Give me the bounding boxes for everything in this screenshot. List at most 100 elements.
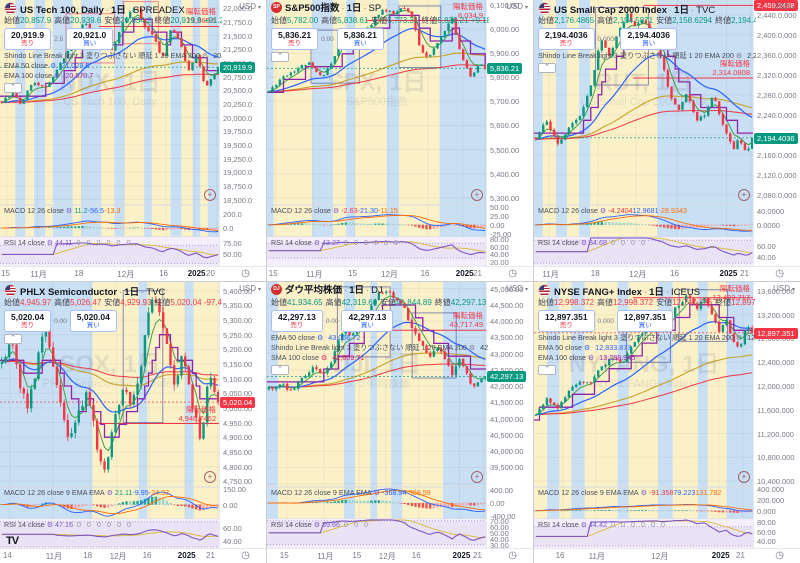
indicator-name[interactable]: EMA 100 close — [4, 71, 52, 80]
price-axis[interactable]: 45,000.00 44,500.00 44,000.00 43,500.00 43,0… — [486, 282, 533, 550]
price-axis[interactable]: 5,400.00 5,350.00 5,300.00 5,250.00 5,200.00… — [219, 282, 266, 549]
sell-button[interactable]: 2,194.4036 売り — [538, 28, 595, 50]
time-axis[interactable]: 15 11月 18 12月 16 2025 20 — [0, 266, 266, 281]
macd-name[interactable]: MACD 12 26 close — [538, 206, 598, 215]
time-axis[interactable]: 15 11月 15 12月 16 2025 21 — [267, 548, 533, 563]
pane-marker-icon[interactable]: + — [204, 471, 216, 483]
currency-selector[interactable]: USD ▾ — [773, 2, 795, 11]
price-scale-label: 12,800.000 — [757, 334, 795, 344]
legend-collapse-button[interactable]: ⌃ — [271, 365, 289, 375]
ohlc-row: 始値4,945.97 高値5,026.47 安値4,929.93 終値5,020.04… — [4, 297, 222, 308]
currency-selector[interactable]: USD ▾ — [239, 2, 261, 11]
sell-button[interactable]: 20,919.9 売り — [4, 28, 52, 50]
macd-name[interactable]: MACD 12 26 close — [271, 206, 331, 215]
indicator-name[interactable]: SMA 100 close — [271, 353, 319, 362]
price-axis[interactable]: 22,000.021,750.021,500.021,250.021,000.0… — [219, 0, 266, 267]
chart-canvas[interactable] — [534, 282, 754, 549]
clock-icon[interactable]: ◷ — [241, 550, 250, 561]
macd-legend: MACD 12 26 close ⚙ -4.240412.9681-28.9343 — [538, 206, 687, 215]
separator-dot: · — [344, 285, 348, 296]
symbol-title[interactable]: NYSE FANG+ Index — [554, 287, 642, 297]
indicator-name[interactable]: EMA 50 close — [4, 61, 48, 70]
buy-button[interactable]: 12,897.351 買い — [616, 310, 674, 332]
legend-collapse-button[interactable]: ⌃ — [271, 52, 289, 62]
macd-name[interactable]: MACD 12 26 close — [4, 206, 64, 215]
interval-button[interactable]: 1日 — [674, 5, 689, 15]
legend-collapse-button[interactable]: ⌃ — [538, 365, 556, 375]
legend: US Tech 100, Daily · 1日 · SPREADEX 始値20,857.… — [4, 2, 222, 93]
rsi-name[interactable]: RSI 14 close — [271, 520, 312, 529]
interval-button[interactable]: 1日 — [649, 287, 664, 297]
buy-button[interactable]: 2,194.4036 買い — [620, 28, 677, 50]
macd-name[interactable]: MACD 12 26 close 9 EMA EMA — [271, 488, 372, 497]
macd-scale-label: 400.00 — [490, 485, 513, 495]
sell-button[interactable]: 12,897.351 売り — [538, 310, 595, 332]
currency-selector[interactable]: USD ▾ — [506, 284, 528, 293]
macd-name[interactable]: MACD 12 26 close 9 EMA EMA — [4, 488, 105, 497]
time-axis[interactable]: 15 11月 15 12月 16 2025 21 — [267, 266, 533, 281]
interval-button[interactable]: 1日 — [124, 287, 140, 297]
pane-marker-icon[interactable]: + — [738, 189, 750, 201]
buy-button[interactable]: 5,020.04 買い — [69, 310, 117, 332]
ohlc-low-value: 4,929.93 — [120, 298, 152, 307]
ohlc-high-label: 高値 — [597, 298, 614, 307]
interval-button[interactable]: 1日 — [349, 285, 364, 296]
sell-button[interactable]: 5,836.21 売り — [271, 28, 319, 50]
tradingview-logo[interactable]: TV — [6, 535, 19, 547]
indicator-name[interactable]: Shindo Line Break light 3 塗りつぶさない 順延 1 2… — [271, 343, 467, 352]
buy-button[interactable]: 5,836.21 買い — [336, 28, 384, 50]
pane-marker-icon[interactable]: + — [471, 189, 483, 201]
buy-button[interactable]: 20,921.0 買い — [66, 28, 114, 50]
pane-marker-icon[interactable]: + — [738, 471, 750, 483]
symbol-title[interactable]: US Small Cap 2000 Index — [554, 5, 667, 15]
symbol-title[interactable]: PHLX Semiconductor — [20, 287, 118, 297]
price-scale-label: 21,500.0 — [223, 31, 253, 41]
indicator-name[interactable]: EMA 50 close — [538, 343, 582, 352]
indicator-name[interactable]: EMA 100 close — [538, 353, 586, 362]
currency-selector[interactable]: USD ▾ — [506, 2, 528, 11]
clock-icon[interactable]: ◷ — [775, 268, 784, 279]
time-axis-label: 2025 — [452, 551, 471, 560]
gear-icon: ⚙ — [599, 208, 607, 215]
legend-collapse-button[interactable]: ⌃ — [4, 334, 22, 344]
rsi-name[interactable]: RSI 14 close — [4, 520, 45, 529]
indicator-name[interactable]: Shindo Line Break light 3 塗りつぶさない 順延 1 2… — [538, 51, 734, 60]
pane-marker-icon[interactable]: + — [204, 189, 216, 201]
time-axis[interactable]: 14 11月 18 12月 16 2025 21 — [0, 548, 266, 563]
clock-icon[interactable]: ◷ — [775, 550, 784, 561]
price-scale-label: 43,500.00 — [490, 333, 524, 343]
clock-icon[interactable]: ◷ — [241, 268, 250, 279]
rsi-name[interactable]: RSI 14 close — [538, 238, 579, 247]
symbol-title[interactable]: ダウ平均株価 — [285, 285, 343, 296]
price-axis[interactable]: 2,440.0,000 2,400.0,000 2,360.0,000 2,320.0… — [753, 0, 800, 267]
symbol-title[interactable]: US Tech 100, Daily — [20, 5, 104, 15]
sell-button[interactable]: 5,020.04 売り — [4, 310, 52, 332]
currency-selector[interactable]: USD ▾ — [773, 284, 795, 293]
sell-button[interactable]: 42,297.13 売り — [271, 310, 323, 332]
order-buttons: 2,194.4036 売り 0.0000 2,194.4036 買い — [538, 28, 756, 50]
clock-icon[interactable]: ◷ — [508, 550, 517, 561]
time-axis[interactable]: 16 11月 12月 2025 21 — [534, 548, 800, 563]
interval-button[interactable]: 1日 — [110, 5, 126, 15]
legend-collapse-button[interactable]: ⌃ — [538, 63, 556, 73]
rsi-name[interactable]: RSI 14 close — [271, 238, 312, 247]
indicator-name[interactable]: Shindo Line Break light 3 塗りつぶさない 順延 1 2… — [538, 333, 734, 342]
clock-icon[interactable]: ◷ — [508, 268, 517, 279]
rsi-name[interactable]: RSI 14 close — [538, 520, 579, 529]
symbol-title[interactable]: S&P500指数 — [285, 3, 340, 14]
legend-collapse-button[interactable]: ⌃ — [4, 83, 22, 93]
interval-button[interactable]: 1日 — [346, 3, 362, 14]
ohlc-close-value: 5,020.04 — [170, 298, 202, 307]
macd-name[interactable]: MACD 12 26 close 9 EMA EMA — [538, 488, 639, 497]
time-axis[interactable]: 11月 18 12月 16 2025 21 — [534, 266, 800, 281]
buy-button[interactable]: 42,297.13 買い — [341, 310, 394, 332]
currency-selector[interactable]: USD ▾ — [239, 284, 261, 293]
price-axis[interactable]: 13,600.000 13,200.000 12,800.000 12,400.000… — [753, 282, 800, 549]
pane-marker-icon[interactable]: + — [471, 471, 483, 483]
indicator-name[interactable]: Shindo Line Break light 3 塗りつぶさない 順延 1 2… — [4, 51, 200, 60]
gear-icon: ⚙ — [316, 335, 324, 342]
rsi-name[interactable]: RSI 14 close — [4, 238, 45, 247]
price-axis[interactable]: 6,100.00 6,000.00 5,900.00 5,800.00 5,700.00… — [486, 0, 533, 267]
indicator-name[interactable]: EMA 50 close — [271, 333, 315, 342]
